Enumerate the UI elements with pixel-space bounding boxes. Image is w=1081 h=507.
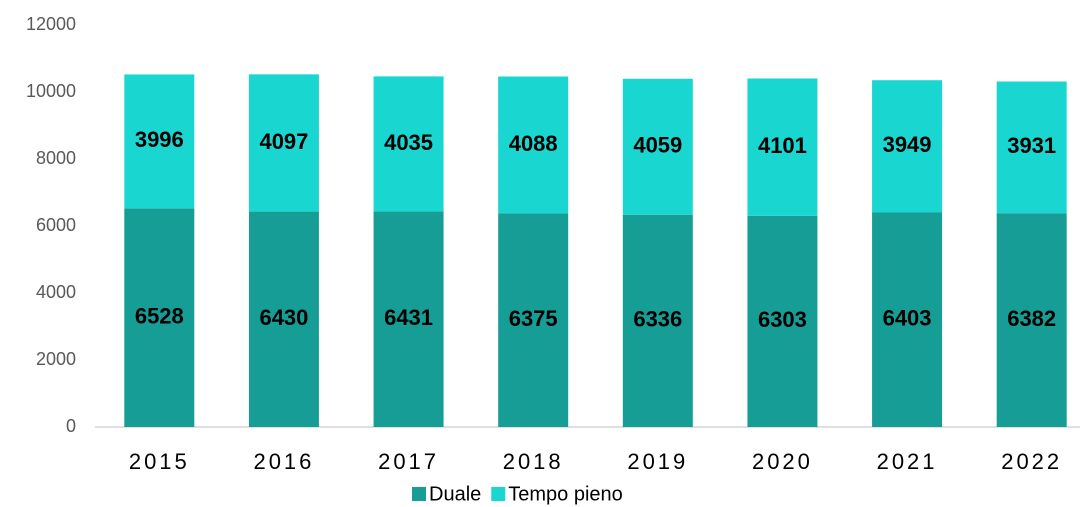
bar-segment	[498, 76, 569, 214]
y-tick-label: 6000	[36, 215, 76, 235]
bar-segment	[373, 211, 444, 427]
y-tick-label: 8000	[36, 148, 76, 168]
y-tick-label: 4000	[36, 282, 76, 302]
value-label: 6431	[384, 305, 433, 330]
value-label: 4088	[509, 131, 558, 156]
bar-segment	[622, 78, 693, 215]
bar-segment	[248, 74, 319, 212]
bar-segment	[996, 81, 1067, 214]
value-label: 6303	[758, 307, 807, 332]
x-tick-label: 2022	[1001, 449, 1062, 474]
value-label: 6375	[509, 306, 558, 331]
bar-segment	[124, 208, 195, 427]
value-label: 6528	[135, 303, 184, 328]
bar-segment	[248, 211, 319, 427]
x-tick-label: 2020	[752, 449, 813, 474]
value-label: 4059	[633, 133, 682, 158]
legend-label: Duale	[429, 483, 481, 505]
bar-segment	[124, 74, 195, 209]
legend-swatch	[412, 487, 426, 501]
bar-segment	[996, 213, 1067, 427]
value-label: 6430	[259, 305, 308, 330]
y-tick-label: 2000	[36, 349, 76, 369]
x-tick-label: 2015	[129, 449, 190, 474]
legend-swatch	[491, 487, 506, 501]
value-label: 3949	[883, 132, 932, 157]
y-tick-label: 12000	[26, 14, 76, 34]
bar-segment	[747, 215, 818, 427]
bar-segment	[373, 76, 444, 212]
value-label: 6382	[1007, 306, 1056, 331]
bar-segment	[498, 213, 569, 427]
value-label: 4097	[259, 129, 308, 154]
x-tick-label: 2017	[378, 449, 439, 474]
value-label: 4035	[384, 130, 433, 155]
value-label: 3996	[135, 127, 184, 152]
x-tick-label: 2019	[627, 449, 688, 474]
bar-segment	[622, 214, 693, 427]
bar-segment	[747, 78, 818, 216]
x-tick-label: 2016	[253, 449, 314, 474]
value-label: 6403	[883, 306, 932, 331]
value-label: 6336	[633, 307, 682, 332]
x-tick-label: 2018	[503, 449, 564, 474]
legend-label: Tempo pieno	[508, 483, 623, 505]
x-tick-label: 2021	[877, 449, 938, 474]
bar-segment	[872, 80, 943, 213]
y-tick-label: 10000	[26, 81, 76, 101]
value-label: 3931	[1007, 133, 1056, 158]
y-tick-label: 0	[66, 416, 76, 436]
bar-segment	[872, 212, 943, 427]
value-label: 4101	[758, 133, 807, 158]
